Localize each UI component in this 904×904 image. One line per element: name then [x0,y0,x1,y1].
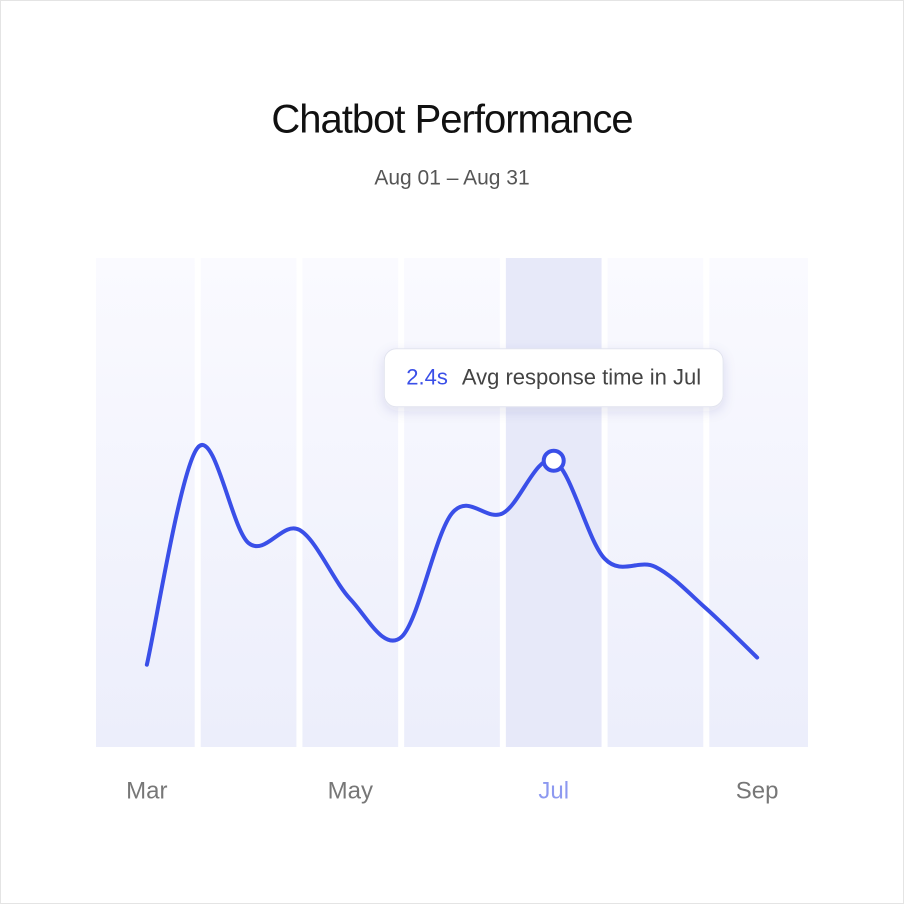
column-band [404,258,500,747]
column-band [302,258,399,747]
tooltip-value: 2.4s [406,365,448,390]
x-tick-label: May [328,777,373,804]
column-band [200,258,297,747]
column-band [607,258,704,747]
x-tick-label: Mar [126,777,167,804]
tooltip: 2.4s Avg response time in Jul [383,348,724,408]
chart-title: Chatbot Performance [271,98,632,142]
chart-subtitle: Aug 01 – Aug 31 [374,167,529,190]
tooltip-text: Avg response time in Jul [462,365,701,390]
highlight-point [541,448,566,473]
x-tick-label: Jul [538,777,569,804]
column-band [505,258,602,747]
x-tick-label: Sep [736,777,779,804]
column-band [709,258,808,747]
tooltip-box [383,348,724,408]
line [144,443,760,667]
